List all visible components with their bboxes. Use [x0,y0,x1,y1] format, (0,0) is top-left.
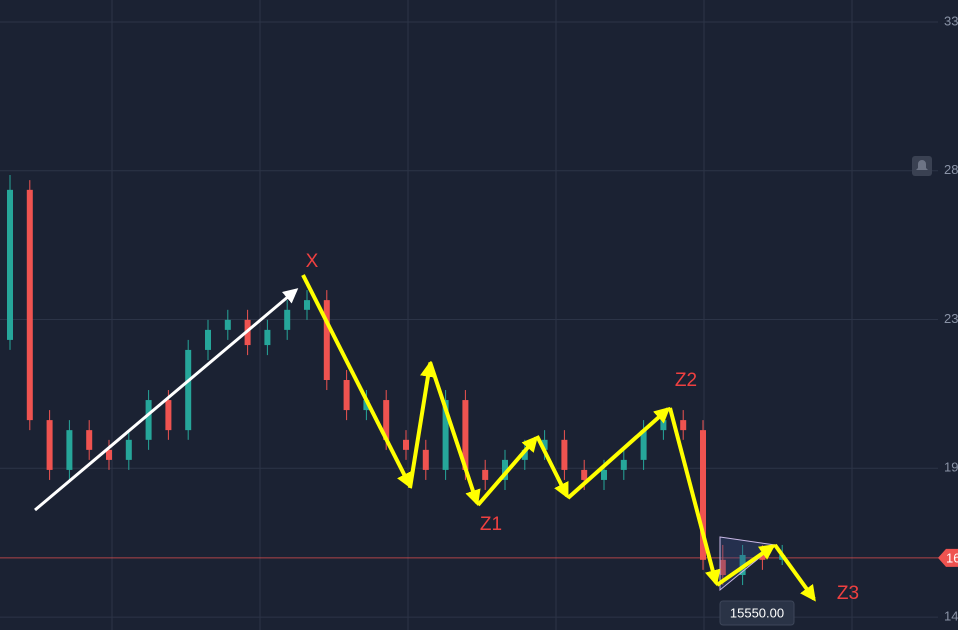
candle-body [442,400,449,470]
candle-body [323,300,330,381]
candle-body [383,400,390,440]
y-tick-label: 14 [944,609,958,624]
candle-body [561,439,568,470]
candle-body [7,189,13,340]
vertical-grid [111,0,853,630]
crosshair-label: 15550.00 [730,605,784,620]
candle-body [403,439,409,450]
candle-body [581,469,588,480]
last-price-tag [938,548,958,567]
candle-body [620,459,627,470]
candle-body [601,469,607,480]
candle-body [343,380,350,411]
wave-label: X [306,251,319,272]
candle-body [264,329,271,346]
candle-body [719,559,726,576]
candle-body [541,439,548,450]
y-tick-label: 19 [944,460,958,475]
candle-body [145,400,152,440]
crosshair-box [719,600,795,626]
candle-body [482,469,489,480]
candle-body [284,309,291,330]
candle-body [462,400,469,470]
candle-body [224,319,231,330]
candle-body [502,459,508,480]
candle-body [363,400,370,411]
candle-body [185,349,192,431]
y-tick-label: 28 [944,162,958,177]
candle-body [205,329,211,350]
wave-label: Z1 [480,514,502,535]
candle-body [521,449,528,460]
candle-body [660,420,667,431]
candle-body [26,189,33,421]
candle-body [66,430,73,470]
wave-label: Z3 [837,583,859,604]
y-tick-label: 23 [944,311,958,326]
last-price-label: 16 [946,550,958,565]
candle-body [165,400,172,431]
candle-body [125,439,132,460]
candle-body [46,420,53,470]
candle-body [680,420,687,431]
candle-body [700,430,706,560]
candle-body [86,430,93,450]
candle-body [640,430,647,460]
candle-body [422,449,429,470]
candle-body [304,300,310,310]
wave-label: Z2 [675,370,697,391]
drawings [34,156,932,602]
y-tick-label: 33 [944,13,958,28]
candle-body [106,449,112,460]
